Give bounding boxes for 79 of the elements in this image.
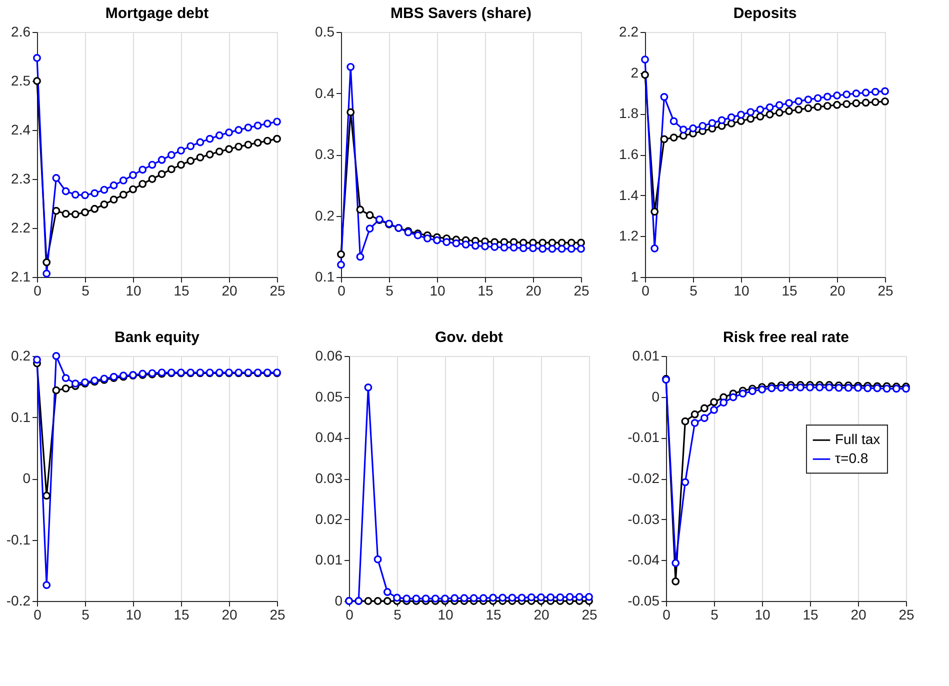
y-tick-label: -0.2	[6, 592, 31, 608]
y-tick-label: 2.2	[619, 24, 639, 40]
x-tick-label: 10	[126, 606, 142, 622]
x-tick-label: 10	[734, 282, 750, 298]
y-tick-label: 2	[630, 64, 639, 80]
x-tick-label: 5	[394, 606, 402, 622]
y-tick-label: 2.1	[11, 268, 31, 284]
y-tick-label: 0.01	[315, 552, 343, 568]
y-tick-label: -0.01	[628, 429, 660, 446]
x-tick-label: 0	[34, 282, 42, 298]
x-tick-label: 15	[174, 606, 190, 622]
y-tick-label: 0.3	[315, 146, 335, 162]
x-tick-label: 5	[386, 282, 394, 298]
y-tick-label: 0.05	[315, 388, 343, 404]
x-tick-label: 15	[802, 606, 818, 622]
y-tick-label: 0.01	[632, 348, 660, 364]
x-tick-label: 25	[574, 282, 590, 298]
x-tick-label: 25	[270, 282, 286, 298]
y-tick-label: -0.04	[628, 552, 660, 568]
y-tick-label: 0.02	[315, 510, 343, 527]
y-tick-label: 1.2	[619, 228, 639, 244]
x-tick-label: 20	[526, 282, 542, 298]
y-tick-label: 0	[22, 470, 31, 486]
chart-title: Gov. debt	[434, 329, 504, 346]
x-tick-label: 10	[430, 282, 446, 298]
x-tick-label: 10	[754, 606, 770, 622]
x-tick-label: 20	[534, 606, 550, 622]
y-tick-label: 0.2	[315, 207, 335, 224]
x-tick-label: 20	[222, 606, 238, 622]
y-tick-label: -0.02	[628, 470, 660, 486]
x-tick-label: 15	[782, 282, 798, 298]
x-tick-label: 0	[346, 606, 354, 622]
chart-title: Mortgage debt	[105, 5, 209, 22]
x-tick-label: 5	[710, 606, 719, 622]
y-tick-label: 2.6	[11, 24, 31, 40]
x-tick-label: 20	[222, 282, 238, 298]
x-tick-label: 25	[270, 606, 286, 622]
x-tick-label: 15	[174, 282, 190, 298]
x-tick-label: 0	[34, 606, 42, 622]
y-tick-label: 2.5	[11, 72, 31, 88]
y-tick-label: 1.6	[619, 146, 639, 162]
y-tick-label: -0.03	[628, 510, 660, 527]
y-tick-label: 0.04	[315, 429, 343, 446]
y-tick-label: 2.2	[11, 220, 31, 236]
y-tick-label: 2.4	[11, 122, 31, 138]
y-tick-label: 0	[652, 388, 660, 404]
x-tick-label: 25	[582, 606, 598, 622]
y-tick-label: 0	[334, 592, 343, 608]
x-tick-label: 20	[830, 282, 846, 298]
x-tick-label: 10	[438, 606, 454, 622]
y-tick-label: 0.1	[315, 268, 335, 284]
chart-title: MBS Savers (share)	[390, 5, 532, 22]
legend-label: τ=0.8	[835, 450, 868, 466]
legend-label: Full tax	[835, 431, 880, 448]
y-tick-label: 0.06	[315, 348, 343, 364]
y-tick-label: 0.03	[315, 470, 343, 486]
y-tick-label: 0.5	[315, 24, 335, 40]
x-tick-label: 10	[126, 282, 142, 298]
x-tick-label: 15	[478, 282, 494, 298]
y-tick-label: 1.4	[619, 186, 639, 203]
x-tick-label: 20	[850, 606, 866, 622]
x-tick-label: 25	[878, 282, 894, 298]
x-tick-label: 5	[82, 282, 90, 298]
x-tick-label: 0	[662, 606, 671, 622]
y-tick-label: -0.05	[628, 592, 660, 608]
y-tick-label: 0.1	[11, 408, 31, 425]
y-tick-label: 0.2	[11, 348, 31, 364]
x-tick-label: 5	[82, 606, 90, 622]
x-tick-label: 25	[898, 606, 914, 622]
chart-title: Bank equity	[114, 329, 200, 346]
y-tick-label: 1	[630, 268, 639, 284]
y-tick-label: 0.4	[315, 84, 335, 101]
y-tick-label: 1.8	[619, 105, 639, 122]
y-tick-label: -0.1	[6, 531, 31, 548]
chart-title: Risk free real rate	[723, 329, 849, 346]
x-tick-label: 5	[690, 282, 698, 298]
chart-title: Deposits	[733, 5, 797, 22]
y-tick-label: 2.3	[11, 170, 31, 186]
x-tick-label: 15	[486, 606, 502, 622]
